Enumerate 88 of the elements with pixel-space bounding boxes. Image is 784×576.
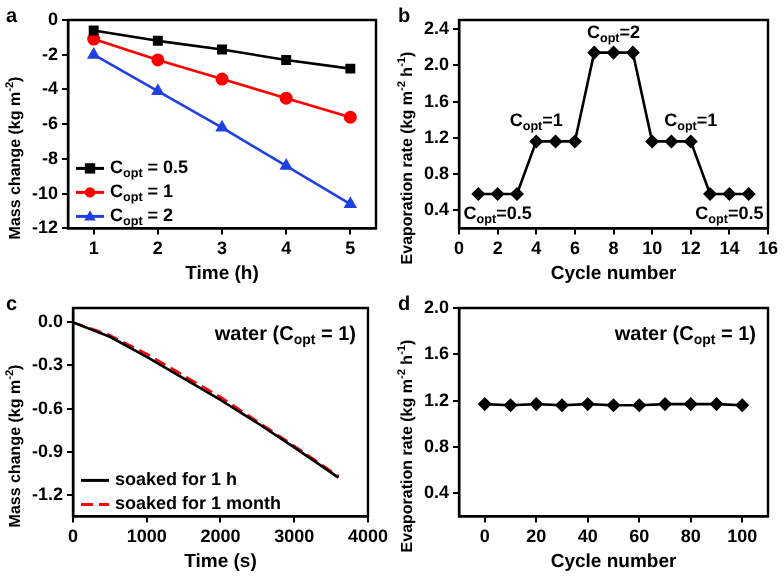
y-tick-label: -8 — [41, 147, 59, 168]
x-tick-label: 60 — [629, 526, 650, 547]
point — [216, 121, 228, 132]
x-tick-label: 2 — [492, 238, 503, 259]
y-tick-label: 2.4 — [423, 18, 450, 39]
point — [88, 25, 99, 36]
x-tick-label: 80 — [680, 526, 701, 547]
point — [568, 134, 582, 148]
x-axis-title: Time (h) — [185, 263, 259, 286]
chart-title: a — [6, 5, 18, 28]
x-tick-label: 0 — [454, 238, 465, 259]
y-tick-label: 0.0 — [37, 311, 64, 332]
chart-title: d — [398, 293, 411, 316]
point — [343, 110, 357, 124]
point — [280, 159, 292, 170]
x-tick-label: 16 — [757, 238, 779, 259]
x-tick-label: 0 — [68, 526, 79, 547]
y-tick-label: 1.2 — [423, 389, 450, 410]
y-tick-label: -4 — [41, 78, 59, 99]
y-tick-label: 0 — [47, 8, 59, 29]
x-tick-label: 6 — [569, 238, 580, 259]
y-tick-label: 0.4 — [423, 482, 450, 503]
point — [549, 134, 563, 148]
point — [281, 54, 292, 65]
x-tick-label: 40 — [577, 526, 598, 547]
x-tick-label: 4 — [281, 238, 292, 259]
y-tick-label: 1.6 — [423, 90, 450, 111]
point — [529, 134, 543, 148]
point — [345, 63, 356, 74]
x-tick-label: 5 — [345, 238, 356, 259]
legend-label: soaked for 1 month — [115, 493, 282, 514]
point — [344, 197, 357, 208]
point — [87, 48, 100, 59]
point — [215, 72, 229, 86]
y-tick-label: -10 — [31, 182, 59, 203]
point — [722, 187, 736, 201]
y-tick-label: -0.3 — [31, 354, 64, 375]
x-tick-label: 10 — [642, 238, 663, 259]
x-tick-label: 20 — [526, 526, 547, 547]
x-tick-label: 3000 — [274, 526, 315, 547]
point — [742, 187, 756, 201]
point — [87, 32, 101, 46]
point — [607, 46, 621, 60]
legend-label: soaked for 1 h — [115, 469, 238, 490]
point — [491, 187, 505, 201]
x-tick-label: 3 — [216, 238, 228, 259]
x-axis-title: Cycle number — [550, 263, 677, 286]
x-tick-label: 0 — [479, 526, 490, 547]
y-tick-label: 2.0 — [423, 54, 450, 75]
point — [151, 53, 165, 67]
point — [152, 84, 164, 96]
point — [510, 187, 524, 201]
y-tick-label: 2.0 — [423, 296, 450, 317]
y-tick-label: -1.2 — [31, 483, 64, 504]
y-tick-label: -0.6 — [31, 397, 64, 418]
x-tick-label: 1000 — [126, 526, 167, 547]
x-tick-label: 12 — [680, 238, 701, 259]
y-tick-label: 0.4 — [423, 199, 450, 220]
x-tick-label: 1 — [88, 238, 99, 259]
y-tick-label: 1.2 — [423, 126, 450, 147]
point — [279, 91, 293, 105]
chart-title: b — [398, 5, 411, 28]
y-tick-label: -2 — [41, 43, 59, 64]
x-tick-label: 14 — [719, 238, 740, 259]
x-tick-label: 4 — [531, 238, 542, 259]
y-tick-label: 0.8 — [423, 163, 450, 183]
x-tick-label: 4000 — [347, 526, 389, 547]
point — [471, 187, 485, 201]
y-tick-label: -0.9 — [31, 440, 64, 461]
y-tick-label: -6 — [41, 113, 59, 134]
y-tick-label: -12 — [31, 217, 59, 238]
point — [684, 134, 698, 148]
x-tick-label: 2000 — [200, 526, 241, 547]
chart-title: c — [6, 293, 18, 316]
point — [703, 187, 717, 201]
point — [664, 134, 678, 148]
x-tick-label: 8 — [608, 238, 619, 259]
point — [645, 134, 659, 148]
y-tick-label: 1.6 — [423, 343, 450, 364]
point — [217, 44, 227, 55]
point — [587, 46, 601, 60]
y-tick-label: 0.8 — [423, 435, 450, 456]
point — [152, 35, 163, 46]
x-axis-title: Cycle number — [550, 551, 677, 574]
point — [626, 46, 640, 60]
x-tick-label: 2 — [152, 238, 163, 259]
x-axis-title: Time (s) — [184, 551, 257, 574]
x-tick-label: 100 — [727, 526, 758, 547]
